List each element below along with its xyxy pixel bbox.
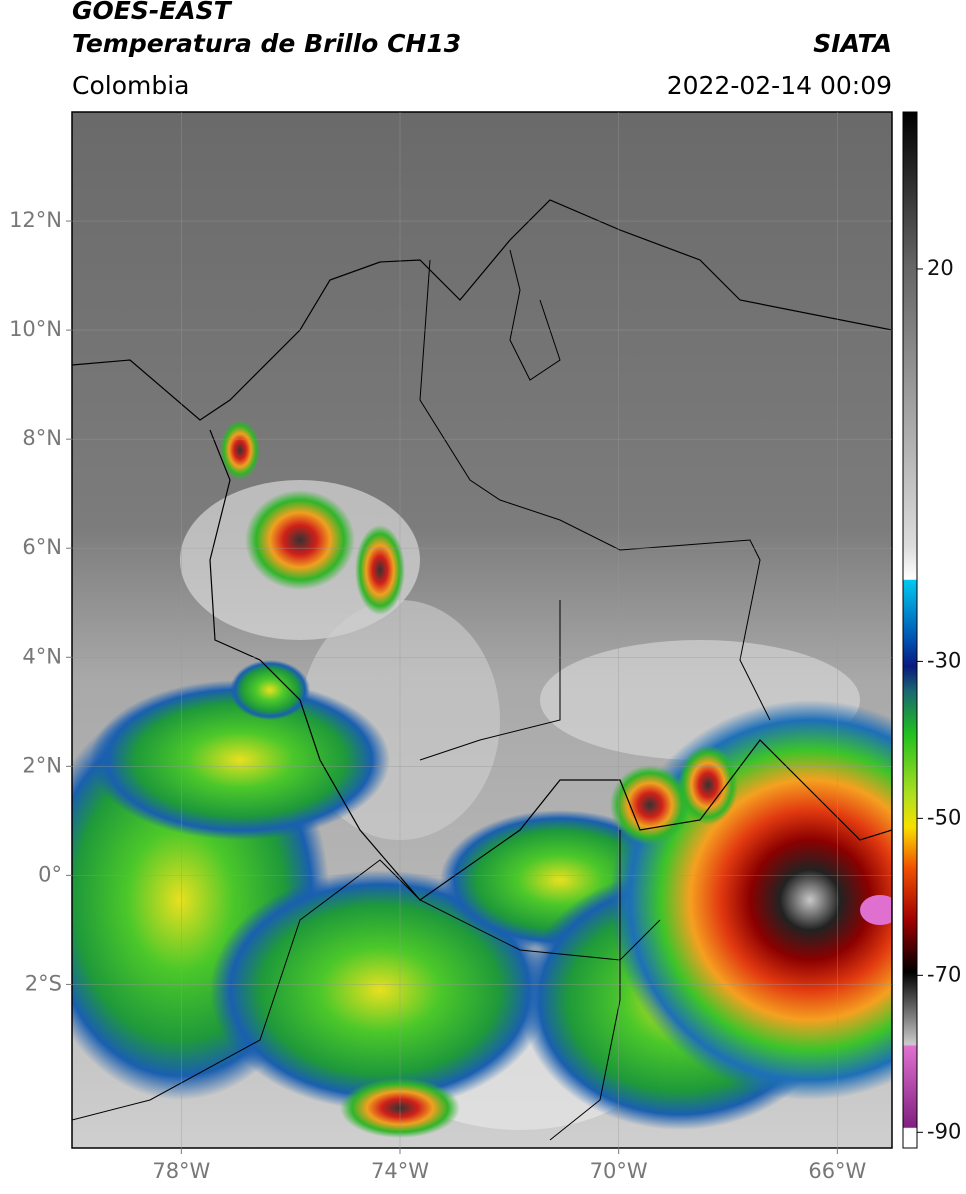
y-tick-label: 2°N bbox=[22, 753, 62, 777]
y-tick-label: 8°N bbox=[22, 426, 62, 450]
y-tick-label: 10°N bbox=[9, 317, 62, 341]
colorbar-tick-label: -70 bbox=[927, 962, 961, 986]
y-tick-label: 12°N bbox=[9, 208, 62, 232]
colorbar-tick-label: 20 bbox=[927, 256, 954, 280]
colorbar-tick-label: -90 bbox=[927, 1119, 961, 1143]
product: Temperatura de Brillo CH13 bbox=[72, 29, 461, 58]
satellite: GOES-EAST bbox=[72, 0, 233, 25]
map-frame bbox=[71, 111, 893, 1149]
datetime: 2022-02-14 00:09 bbox=[667, 71, 892, 100]
colorbar bbox=[902, 111, 918, 1149]
y-tick-label: 2°S bbox=[25, 971, 62, 995]
axes: 78°W 74°W 70°W 66°W 12°N 10°N 8°N 6°N 4°N 2°N 0° 2°… bbox=[9, 112, 961, 1183]
y-tick-label: 4°N bbox=[22, 644, 62, 668]
satellite-image bbox=[72, 112, 892, 1148]
region: Colombia bbox=[72, 71, 189, 100]
x-tick-label: 70°W bbox=[590, 1159, 648, 1183]
y-tick-label: 6°N bbox=[22, 535, 62, 559]
x-tick-label: 66°W bbox=[808, 1159, 866, 1183]
source: SIATA bbox=[813, 29, 892, 58]
x-tick-label: 78°W bbox=[152, 1159, 210, 1183]
colorbar-tick-label: -50 bbox=[927, 805, 961, 829]
y-tick-label: 0° bbox=[38, 862, 62, 886]
colorbar-tick-label: -30 bbox=[927, 648, 961, 672]
x-tick-label: 74°W bbox=[371, 1159, 429, 1183]
